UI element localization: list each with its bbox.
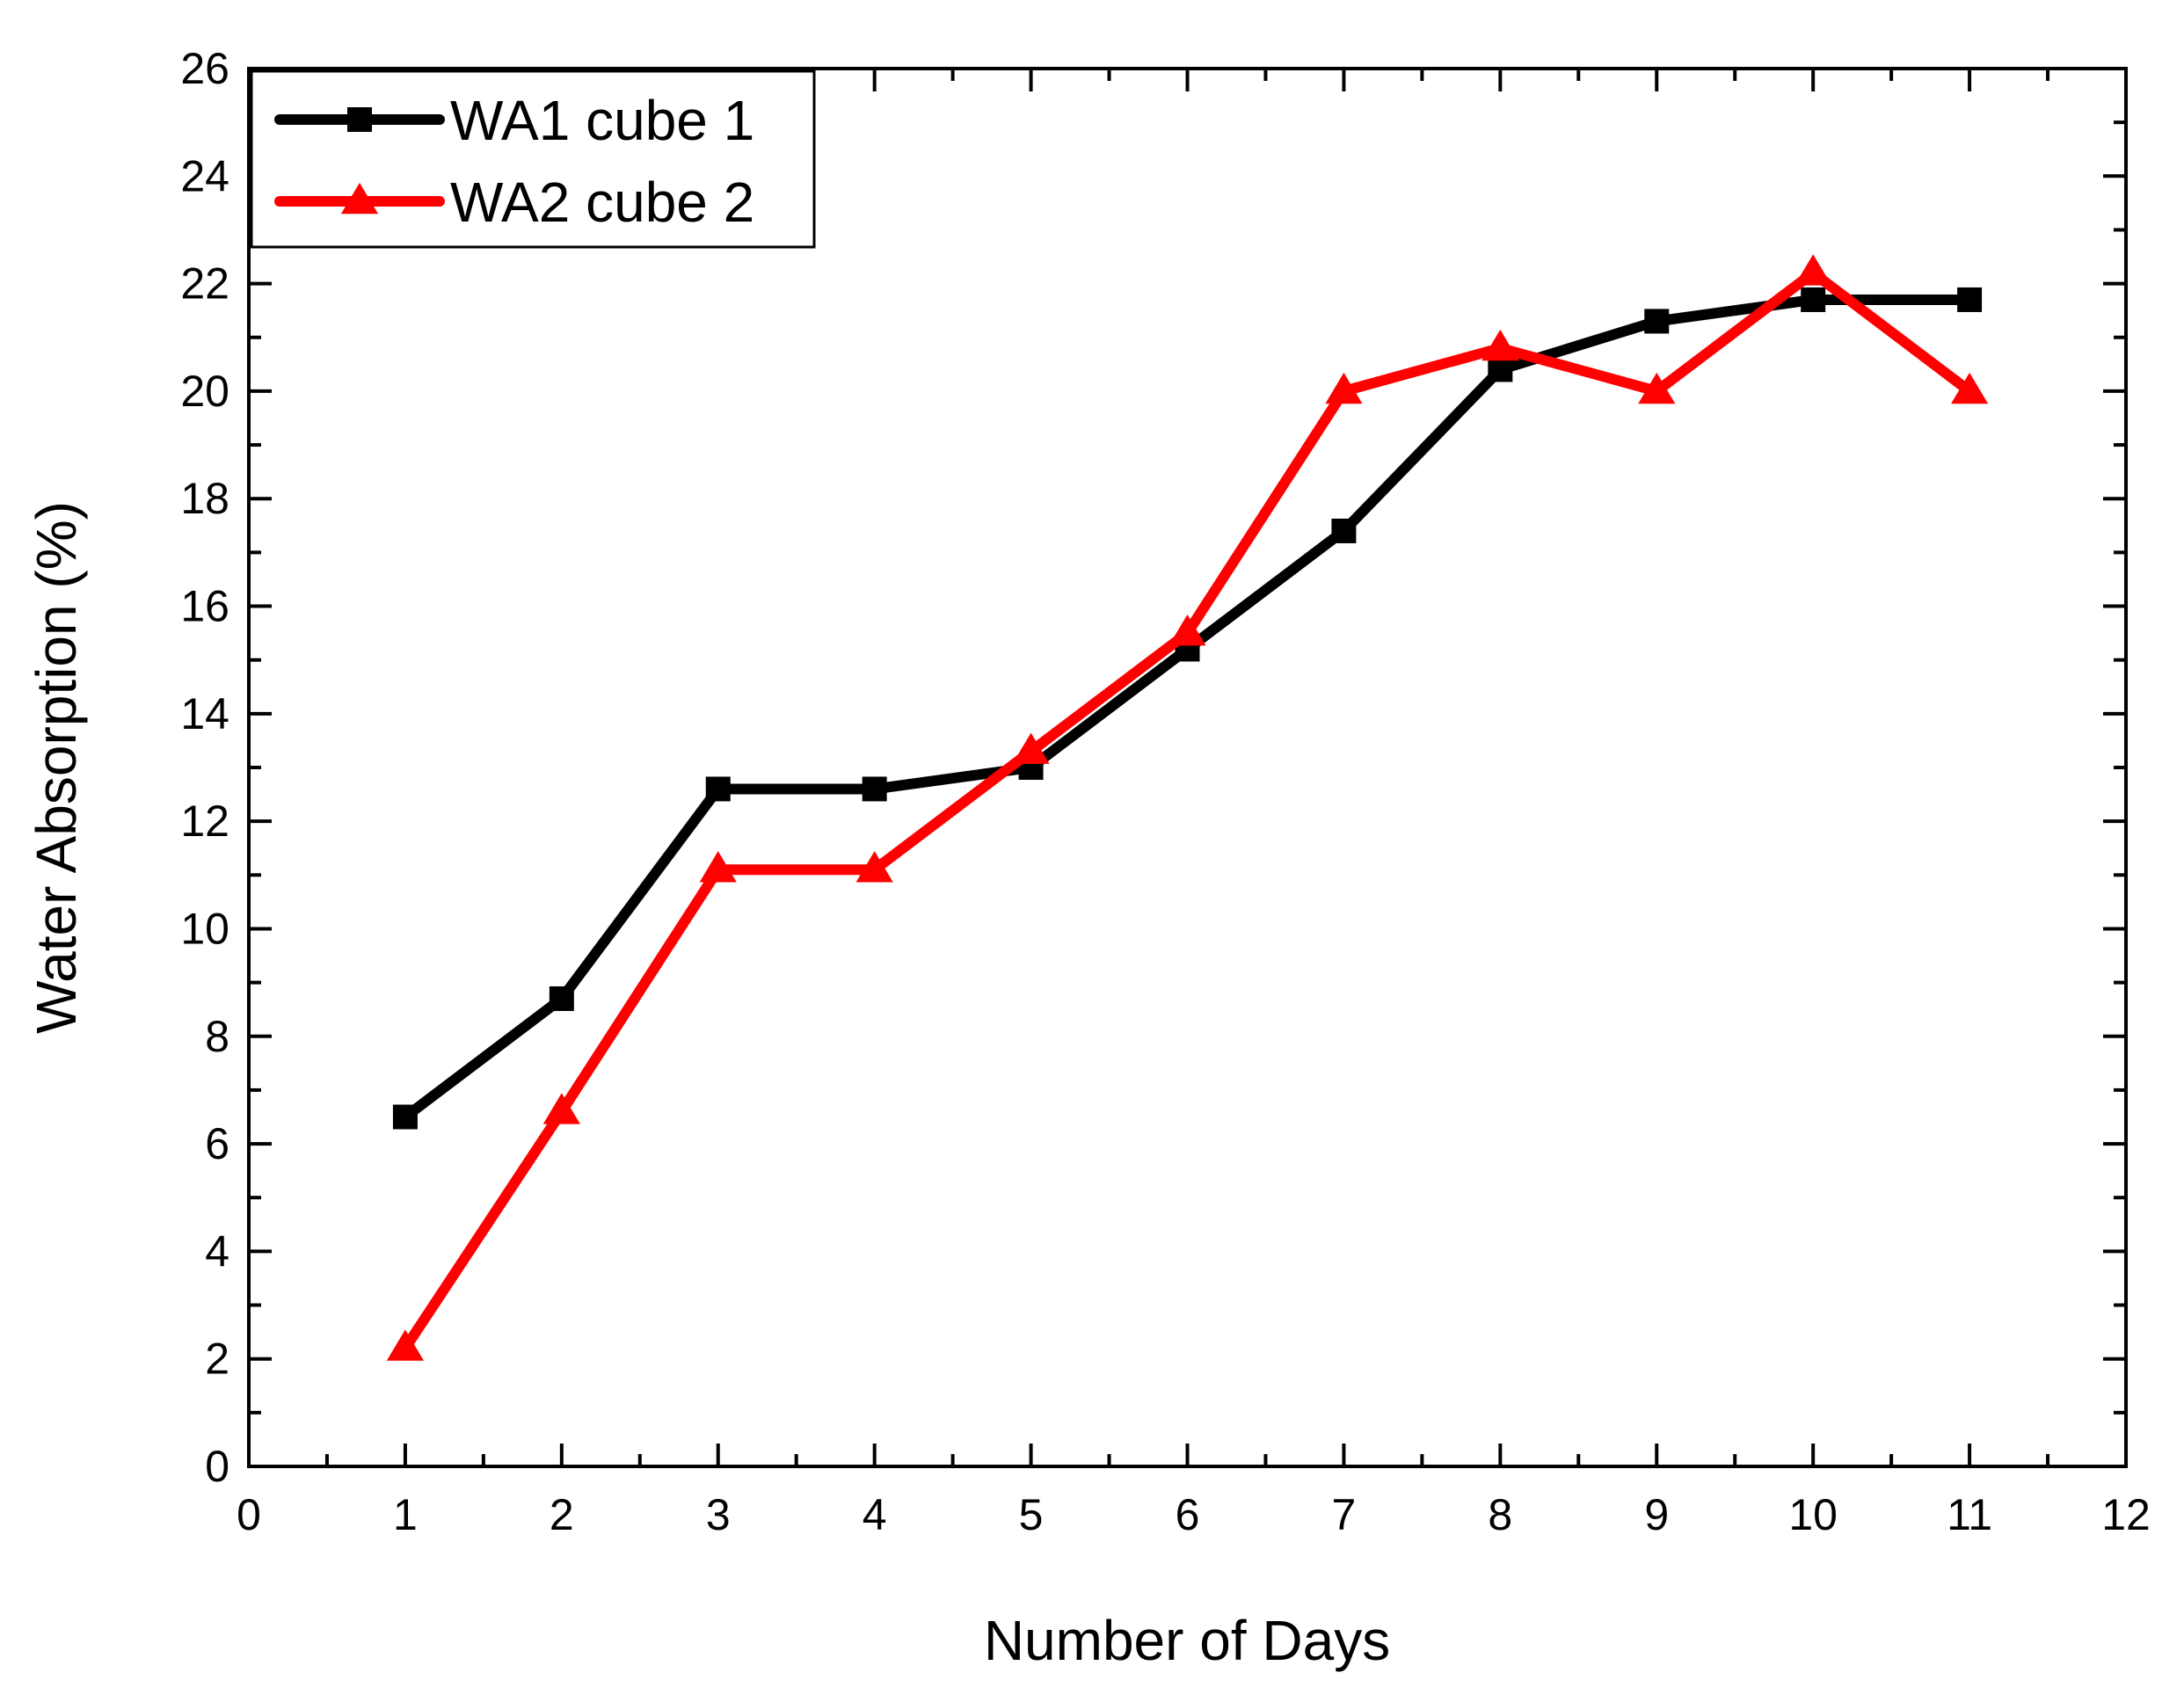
series-1 xyxy=(392,287,1983,1130)
series-2-point xyxy=(1012,732,1050,764)
x-tick-label: 1 xyxy=(393,1490,418,1539)
x-tick-label: 12 xyxy=(2101,1490,2151,1539)
y-tick-label: 24 xyxy=(180,151,229,200)
series-2-point xyxy=(855,851,893,883)
y-tick-label: 16 xyxy=(180,582,229,631)
x-tick-label: 10 xyxy=(1788,1490,1838,1539)
x-tick-label: 3 xyxy=(706,1490,731,1539)
x-tick-label: 5 xyxy=(1019,1490,1044,1539)
legend-item-1: WA1 cube 1 xyxy=(274,89,754,152)
series-1-point xyxy=(392,1104,418,1130)
legend-item-2: WA2 cube 2 xyxy=(274,171,754,234)
y-tick-label: 20 xyxy=(180,367,229,416)
series-2-point xyxy=(1168,615,1206,646)
y-tick-label: 22 xyxy=(180,259,229,309)
series-1-point xyxy=(1644,309,1670,334)
legend-swatch-marker-2 xyxy=(340,182,379,215)
x-axis-title: Number of Days xyxy=(984,1609,1390,1672)
legend-swatch-marker-1 xyxy=(347,107,372,132)
y-axis-title: Water Absorption (%) xyxy=(25,501,88,1034)
legend-box xyxy=(250,69,816,249)
series-2-point xyxy=(386,1329,424,1361)
x-tick-label: 9 xyxy=(1644,1490,1669,1539)
legend: WA1 cube 1 WA2 cube 2 xyxy=(250,69,816,249)
y-tick-label: 6 xyxy=(205,1119,229,1168)
y-tick-label: 14 xyxy=(180,689,229,738)
series-1-point xyxy=(1488,357,1513,382)
y-tick-label: 0 xyxy=(205,1442,229,1491)
series-2-point xyxy=(1951,372,1989,404)
x-tick-label: 2 xyxy=(550,1490,574,1539)
y-tick-label: 4 xyxy=(205,1226,229,1276)
series-1-point xyxy=(549,986,574,1011)
legend-label-2: WA2 cube 2 xyxy=(450,171,754,234)
series-2-point xyxy=(1481,329,1519,361)
series-2-point xyxy=(1795,254,1832,286)
y-tick-label: 10 xyxy=(180,904,229,953)
y-tick-label: 2 xyxy=(205,1335,229,1384)
series-2 xyxy=(386,254,1989,1361)
x-axis-tick-labels: 0 1 2 3 4 5 6 7 8 9 10 11 12 xyxy=(237,1490,2151,1539)
x-tick-label: 11 xyxy=(1947,1490,1992,1539)
y-tick-label: 18 xyxy=(180,474,229,523)
legend-label-1: WA1 cube 1 xyxy=(450,89,754,152)
series-1-point xyxy=(1957,287,1983,312)
x-tick-label: 0 xyxy=(237,1490,261,1539)
series-1-point xyxy=(1801,287,1826,312)
series-1-point xyxy=(862,776,887,802)
y-tick-label: 26 xyxy=(180,44,229,93)
y-tick-label: 8 xyxy=(205,1012,229,1061)
series-1-point xyxy=(1331,518,1357,543)
x-tick-label: 4 xyxy=(863,1490,887,1539)
series-2-point xyxy=(699,851,737,883)
y-tick-label: 12 xyxy=(180,796,229,846)
x-tick-label: 6 xyxy=(1176,1490,1200,1539)
series-layer xyxy=(386,254,1989,1361)
legend-items: WA1 cube 1 WA2 cube 2 xyxy=(274,89,754,234)
series-2-point xyxy=(1638,372,1676,404)
x-tick-label: 7 xyxy=(1332,1490,1357,1539)
series-2-point xyxy=(542,1093,580,1124)
series-2-point xyxy=(1325,372,1363,404)
x-tick-label: 8 xyxy=(1488,1490,1512,1539)
series-1-point xyxy=(705,776,731,802)
